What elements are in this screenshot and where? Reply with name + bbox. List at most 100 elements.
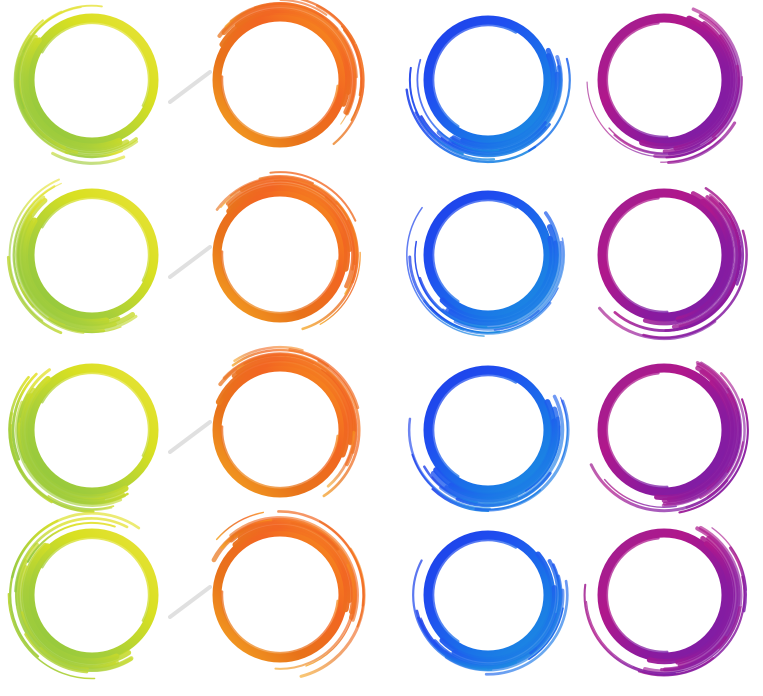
bristle-streak xyxy=(416,58,500,152)
ring-interior xyxy=(38,541,146,649)
brush-body-stroke xyxy=(639,15,734,150)
ring-interior xyxy=(610,376,718,484)
bristle-streak xyxy=(414,240,518,329)
bristle-streak xyxy=(484,579,569,676)
brush-body-stroke xyxy=(675,198,734,323)
bristle-streak xyxy=(326,430,356,488)
bristle-streak xyxy=(17,281,85,334)
ring-main-stroke xyxy=(212,527,348,663)
bristle-streak xyxy=(598,306,717,341)
bristle-streak xyxy=(660,635,728,672)
bristle-streak xyxy=(20,611,117,669)
bristle-streak xyxy=(26,521,116,563)
ring-interior xyxy=(38,201,146,309)
bristle-streak xyxy=(17,422,129,505)
brush-body-stroke xyxy=(642,191,735,326)
inner-echo-stroke xyxy=(605,22,669,139)
ring-main-stroke xyxy=(423,365,553,495)
brush-body-stroke xyxy=(449,71,560,152)
inner-echo-stroke xyxy=(431,23,518,128)
ring-main-stroke xyxy=(597,363,731,497)
bristle-streak xyxy=(243,353,357,432)
bristle-streak xyxy=(215,511,264,541)
bristle-streak xyxy=(412,559,493,671)
bristle-streak xyxy=(318,520,365,628)
bristle-streak xyxy=(529,563,562,655)
brush-ring-orange xyxy=(212,345,361,498)
bristle-streak xyxy=(717,606,741,650)
brush-body-stroke xyxy=(439,235,555,323)
brush-body-stroke xyxy=(662,34,738,154)
ring-row xyxy=(6,171,748,341)
bristle-streak xyxy=(6,255,63,335)
bristle-streak xyxy=(455,471,552,508)
brush-body-stroke xyxy=(451,585,558,665)
connector-stroke xyxy=(168,245,212,279)
ring-interior xyxy=(610,26,718,134)
inner-echo-stroke xyxy=(220,425,339,490)
bristle-streak xyxy=(603,478,677,508)
bristle-streak xyxy=(320,369,354,436)
bristle-streak xyxy=(431,476,519,504)
brush-body-stroke xyxy=(20,37,123,152)
bristle-streak xyxy=(667,121,737,165)
brush-body-stroke xyxy=(661,365,737,503)
ring-interior xyxy=(436,28,540,132)
bristle-streak xyxy=(16,199,66,326)
brush-body-stroke xyxy=(18,387,125,504)
brush-ring-green-yellow xyxy=(7,511,159,680)
brush-body-stroke xyxy=(226,185,350,272)
brush-body-stroke xyxy=(678,196,740,329)
bristle-streak xyxy=(355,43,365,111)
bristle-streak xyxy=(233,345,304,363)
brush-body-stroke xyxy=(21,376,129,501)
brush-body-stroke xyxy=(235,356,354,446)
ring-interior xyxy=(610,201,718,309)
brush-body-stroke xyxy=(448,418,558,500)
brush-body-stroke xyxy=(20,220,121,327)
bristle-streak xyxy=(552,59,562,113)
bristle-streak xyxy=(613,134,701,156)
ring-main-stroke xyxy=(597,188,731,322)
ring-row xyxy=(13,0,743,165)
bristle-streak xyxy=(273,179,333,203)
bristle-streak xyxy=(17,79,66,149)
bristle-streak xyxy=(344,219,358,295)
inner-echo-stroke xyxy=(40,371,151,457)
ring-main-stroke xyxy=(25,13,159,147)
inner-echo-stroke xyxy=(220,590,339,655)
brush-ring-orange xyxy=(212,0,365,148)
brush-body-stroke xyxy=(14,558,133,672)
bristle-streak xyxy=(8,375,53,504)
bristle-streak xyxy=(406,206,485,337)
bristle-streak xyxy=(231,348,329,368)
inner-echo-stroke xyxy=(431,373,518,478)
bristle-streak xyxy=(706,441,744,498)
brush-body-stroke xyxy=(229,516,359,622)
brush-body-stroke xyxy=(445,240,559,326)
ring-interior xyxy=(38,376,146,484)
rings-layer xyxy=(6,0,749,680)
bristle-streak xyxy=(16,10,63,139)
inner-echo-stroke xyxy=(220,75,339,140)
inner-echo-stroke xyxy=(220,250,339,315)
ring-interior xyxy=(436,543,540,647)
bristle-streak xyxy=(528,57,571,152)
bristle-streak xyxy=(414,111,496,161)
bristle-streak xyxy=(7,593,96,680)
bristle-streak xyxy=(408,66,464,155)
bristle-streak xyxy=(560,397,569,461)
ring-interior xyxy=(436,378,540,482)
bristle-streak xyxy=(315,4,356,44)
ring-main-stroke xyxy=(423,530,553,660)
ring-main-stroke xyxy=(423,15,553,145)
bristle-streak xyxy=(704,187,745,286)
brush-ring-purple xyxy=(597,187,748,341)
bristle-streak xyxy=(24,632,89,674)
bristle-streak xyxy=(583,583,677,676)
bristle-streak xyxy=(444,612,557,667)
bristle-streak xyxy=(420,115,551,158)
bristle-streak xyxy=(613,281,736,332)
bristle-streak xyxy=(524,425,561,492)
